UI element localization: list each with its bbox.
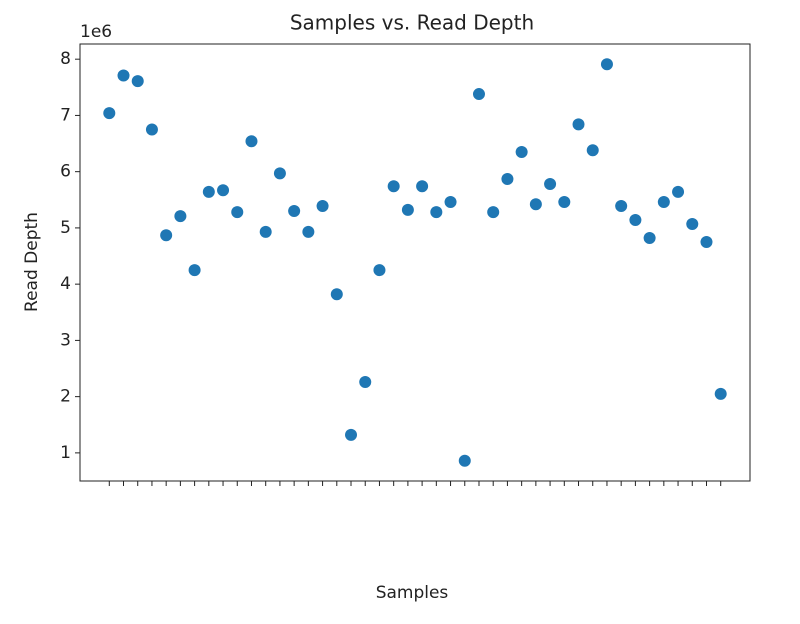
point [359,376,372,389]
y-offset-label: 1e6 [80,22,112,42]
point [558,196,571,209]
point [700,235,713,248]
y-tick-label: 5 [60,218,71,238]
point [672,185,685,198]
point [487,206,500,219]
point [288,205,301,218]
point [202,185,215,198]
y-tick-label: 7 [60,105,71,125]
point [231,206,244,219]
axes-frame [79,43,751,482]
point [131,75,144,88]
y-tick-label: 4 [60,274,71,294]
chart-title: Samples vs. Read Depth [290,11,534,35]
point [586,144,599,157]
point [472,88,485,101]
y-tick-label: 1 [60,443,71,463]
y-axis-label: Read Depth [22,212,42,312]
point [529,198,542,211]
point [245,135,258,148]
point [345,428,358,441]
point [316,199,329,212]
point [188,264,201,277]
point [160,229,173,242]
point [259,225,272,238]
point [544,178,557,191]
point [515,145,528,158]
point [373,264,386,277]
point [657,196,670,209]
point [217,184,230,197]
point [103,107,116,120]
y-tick-label: 6 [60,162,71,182]
point [714,387,727,400]
point [117,69,130,82]
point [615,199,628,212]
point [430,206,443,219]
y-tick-label: 8 [60,49,71,69]
point [600,58,613,71]
x-axis-label: Samples [376,583,449,603]
point [629,214,642,227]
point [444,196,457,209]
y-tick-label: 2 [60,387,71,407]
point [174,210,187,223]
point [330,288,343,301]
point [643,232,656,245]
point [302,225,315,238]
point [387,180,400,193]
point [572,118,585,131]
point [458,454,471,467]
point [686,217,699,230]
point [416,180,429,193]
point [273,167,286,180]
point [145,123,158,136]
point [401,203,414,216]
y-tick-label: 3 [60,330,71,350]
point [501,172,514,185]
